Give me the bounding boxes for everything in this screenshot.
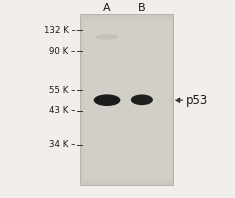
- Text: 55 K –: 55 K –: [49, 86, 76, 95]
- Text: 90 K –: 90 K –: [49, 47, 76, 56]
- Text: B: B: [138, 3, 146, 13]
- Text: 34 K –: 34 K –: [49, 141, 76, 149]
- Ellipse shape: [94, 94, 120, 106]
- FancyBboxPatch shape: [80, 13, 173, 185]
- FancyBboxPatch shape: [83, 19, 171, 179]
- Text: A: A: [103, 3, 111, 13]
- Ellipse shape: [95, 34, 119, 40]
- Text: 43 K –: 43 K –: [49, 106, 76, 115]
- Text: p53: p53: [186, 94, 208, 107]
- Text: 132 K –: 132 K –: [44, 26, 76, 35]
- Ellipse shape: [131, 94, 153, 105]
